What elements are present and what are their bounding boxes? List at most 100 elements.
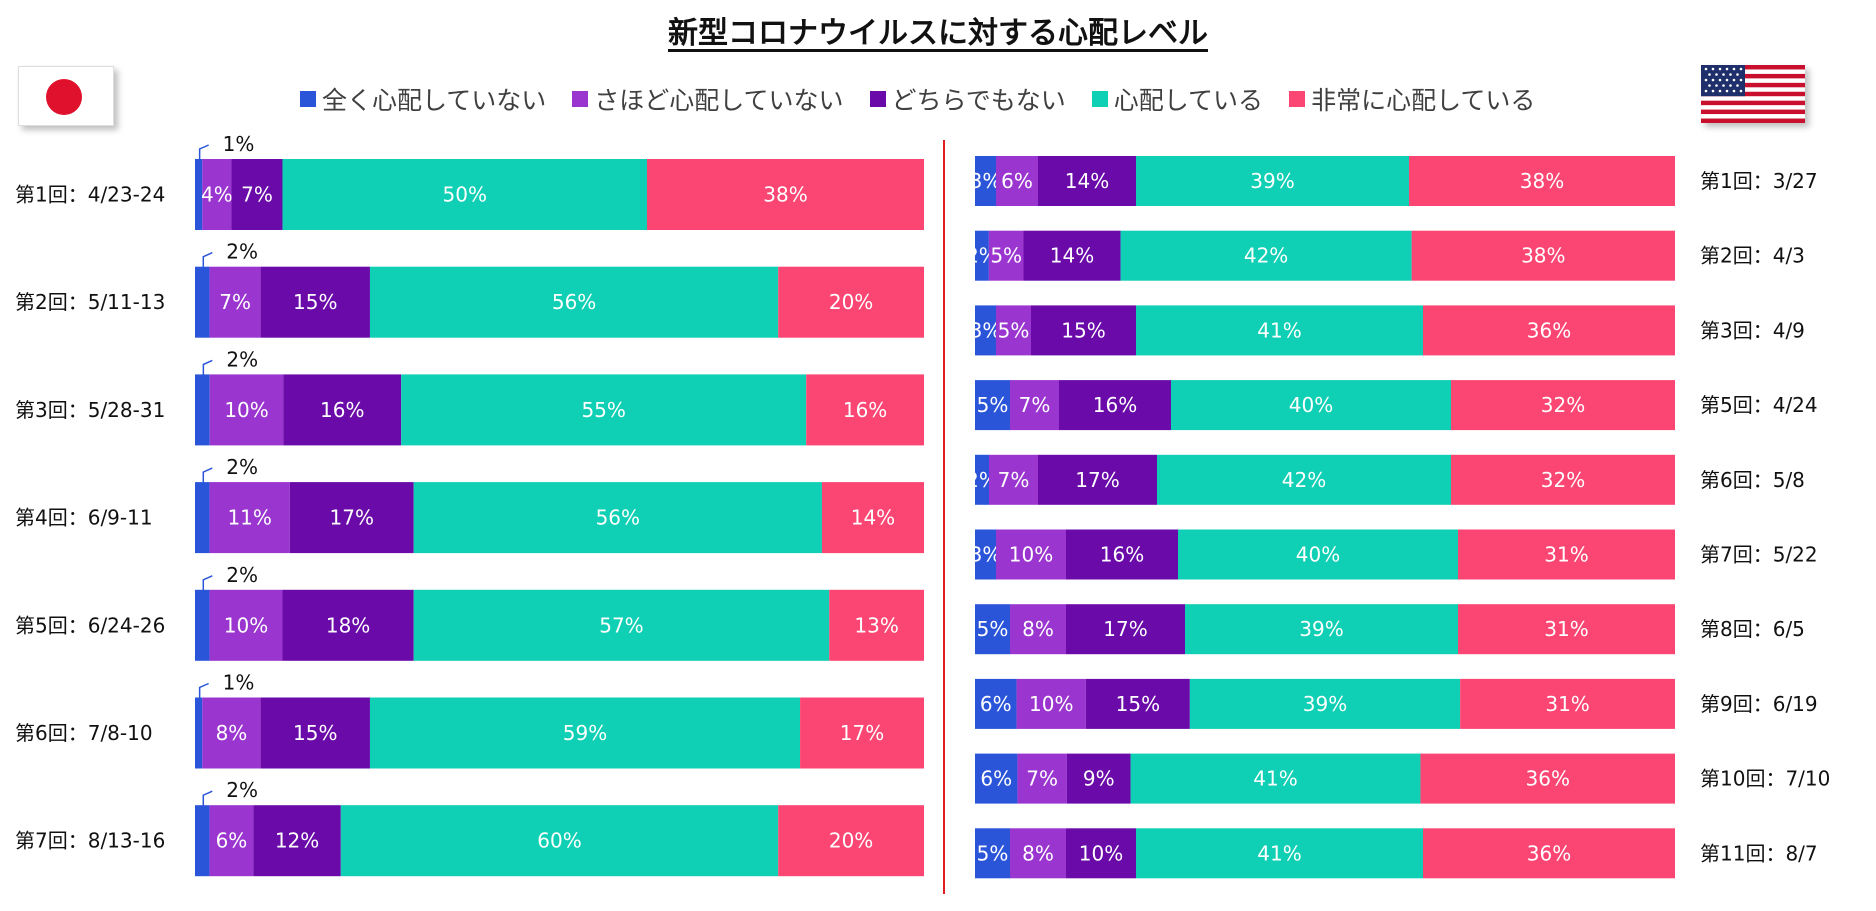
bar-segment-neutral [289, 482, 414, 554]
legend-swatch [869, 91, 886, 107]
data-label: 6% [1001, 169, 1033, 193]
data-label: 17% [1103, 617, 1147, 641]
data-label: 15% [293, 721, 337, 745]
data-label: 36% [1527, 318, 1571, 342]
bar-segment-worried [369, 697, 801, 769]
bar-segment-not-worried-at-all [975, 305, 996, 356]
legend-swatch [1091, 91, 1108, 107]
bar-segment-neutral [1031, 305, 1136, 356]
legend: 全く心配していない さほど心配していない どちらでもない 心配している 非常に心… [300, 81, 1561, 117]
legend-swatch [1289, 91, 1306, 107]
callout-data-label: 2% [226, 455, 258, 479]
bar-segment-worried [1178, 529, 1458, 580]
bar-segment-worried [1189, 678, 1461, 729]
bar-segment-very-worried [800, 697, 924, 769]
data-label: 5% [977, 617, 1009, 641]
data-label: 4% [201, 183, 233, 207]
legend-label: どちらでもない [891, 86, 1066, 115]
data-label: 15% [1116, 692, 1160, 716]
data-label: 41% [1257, 841, 1301, 865]
bar-segment-neutral [231, 159, 283, 230]
bar-segment-not-very-worried [996, 156, 1038, 206]
bar-segment-worried [1136, 305, 1423, 356]
legend-label: 非常に心配している [1311, 86, 1536, 115]
data-label: 50% [443, 183, 487, 207]
category-label: 第6回：7/8-10 [15, 721, 153, 745]
bar-segment-very-worried [1423, 305, 1675, 356]
data-label: 40% [1296, 543, 1340, 567]
bar-segment-very-worried [829, 589, 924, 661]
bar-segment-worried [1171, 380, 1451, 431]
data-label: 39% [1299, 617, 1343, 641]
bar-segment-very-worried [1451, 380, 1675, 431]
data-label: 56% [596, 506, 640, 530]
japan-flag-icon [18, 66, 114, 126]
bar-segment-worried [340, 805, 779, 877]
legend-item-very-worried: 非常に心配している [1289, 81, 1535, 117]
data-label: 59% [563, 721, 607, 745]
bar-segment-not-very-worried [1016, 678, 1086, 729]
category-label: 第8回：6/5 [1700, 617, 1805, 641]
callout-leader-line [202, 790, 213, 873]
bar-segment-neutral [1066, 828, 1136, 879]
bar-segment-very-worried [1460, 678, 1675, 729]
data-label: 16% [1100, 543, 1144, 567]
bar-segment-not-very-worried [1010, 828, 1066, 879]
bar-segment-very-worried [1451, 454, 1675, 505]
bar-segment-not-worried-at-all [975, 380, 1010, 431]
data-label: 41% [1253, 767, 1297, 791]
bar-segment-neutral [253, 805, 341, 877]
legend-label: さほど心配していない [594, 86, 844, 115]
chart-title: 新型コロナウイルスに対する心配レベル [668, 16, 1208, 51]
legend-item-not-worried-at-all: 全く心配していない [300, 81, 546, 117]
data-label: 5% [977, 393, 1009, 417]
data-label: 11% [227, 506, 271, 530]
callout-data-label: 2% [226, 347, 258, 371]
data-label: 20% [829, 829, 873, 853]
bar-segment-worried [1130, 753, 1421, 804]
data-label: 10% [1009, 543, 1053, 567]
data-label: 13% [854, 613, 898, 637]
data-label: 32% [1541, 393, 1585, 417]
bar-segment-worried [413, 589, 830, 661]
data-label: 20% [829, 290, 873, 314]
data-label: 41% [1257, 318, 1301, 342]
data-label: 17% [840, 721, 884, 745]
data-label: 7% [1019, 393, 1051, 417]
bar-segment-not-worried-at-all [975, 529, 996, 580]
bar-segment-not-worried-at-all [195, 805, 210, 877]
data-label: 9% [1083, 767, 1115, 791]
bar-segment-not-worried-at-all [975, 604, 1010, 655]
bar-segment-not-very-worried [209, 589, 283, 661]
data-label: 8% [1022, 841, 1054, 865]
category-label: 第4回：6/9-11 [15, 506, 153, 530]
data-label: 5% [998, 318, 1030, 342]
bar-segment-very-worried [778, 805, 924, 877]
data-label: 16% [1093, 393, 1137, 417]
bar-segment-not-very-worried [989, 454, 1038, 505]
data-label: 8% [216, 721, 248, 745]
data-label: 36% [1526, 767, 1570, 791]
category-label: 第10回：7/10 [1700, 767, 1830, 791]
bar-segment-very-worried [1411, 230, 1675, 281]
data-label: 10% [224, 398, 268, 422]
data-label: 15% [293, 290, 337, 314]
bar-segment-not-very-worried [202, 159, 232, 230]
japan-flag-sun [46, 79, 82, 115]
category-label: 第11回：8/7 [1700, 841, 1818, 865]
bar-segment-worried [282, 159, 647, 230]
callout-data-label: 1% [223, 671, 255, 695]
data-label: 14% [1065, 169, 1109, 193]
bar-segment-very-worried [1458, 529, 1675, 580]
bar-segment-not-very-worried [209, 482, 290, 554]
data-label: 38% [1521, 244, 1565, 268]
data-label: 6% [216, 829, 248, 853]
data-label: 8% [1022, 617, 1054, 641]
bar-segment-neutral [1038, 156, 1136, 206]
data-label: 36% [1527, 841, 1571, 865]
data-label: 14% [1050, 244, 1094, 268]
data-label: 14% [851, 506, 895, 530]
data-label: 7% [219, 290, 251, 314]
bar-segment-worried [1136, 156, 1409, 206]
